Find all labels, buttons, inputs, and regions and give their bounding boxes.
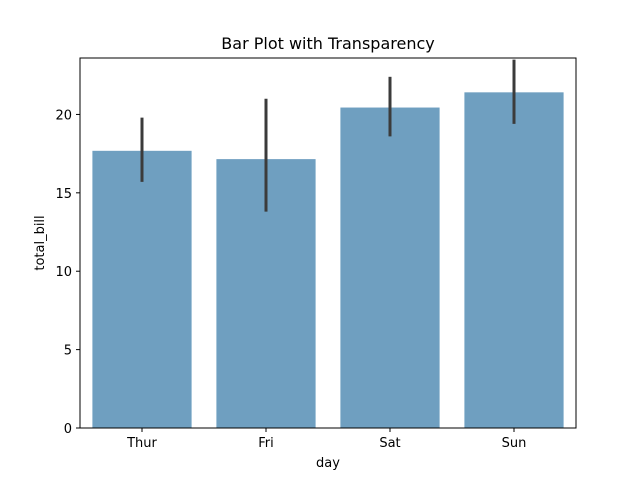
- bar-sat: [340, 107, 440, 429]
- bar-sun: [464, 92, 564, 428]
- x-tick-label: Sun: [502, 436, 527, 451]
- x-axis: Thur Fri Sat Sun: [126, 428, 526, 451]
- y-axis: 0 5 10 15 20: [55, 108, 80, 437]
- chart-title: Bar Plot with Transparency: [221, 34, 434, 53]
- y-tick-label: 20: [55, 108, 72, 123]
- error-bars-layer: [140, 59, 516, 212]
- bars-layer: [92, 92, 564, 429]
- x-tick-label: Sat: [379, 436, 400, 451]
- y-tick-label: 15: [55, 187, 72, 202]
- plot-frame: [79, 57, 577, 429]
- x-axis-label: day: [316, 456, 340, 471]
- y-axis-label: total_bill: [33, 215, 48, 270]
- y-tick-label: 0: [64, 422, 72, 437]
- bar-thur: [92, 150, 192, 429]
- x-tick-label: Thur: [126, 436, 157, 451]
- x-tick-label: Fri: [258, 436, 274, 451]
- y-tick-label: 10: [55, 265, 72, 280]
- y-tick-label: 5: [64, 344, 72, 359]
